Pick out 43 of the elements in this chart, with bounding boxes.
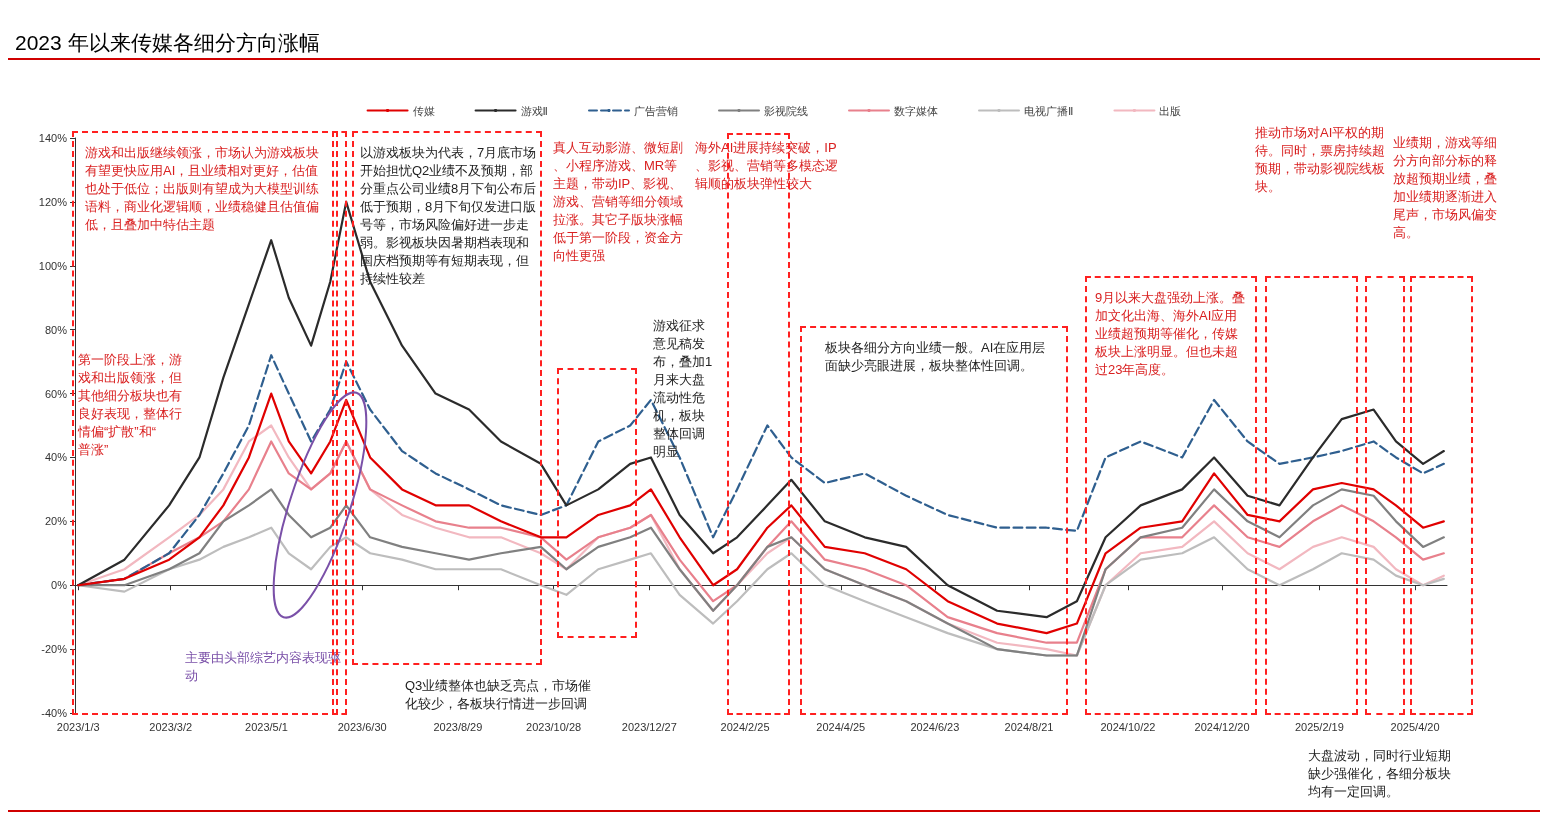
x-tick-label: 2024/2/25 xyxy=(720,720,770,733)
y-tick-label: -40% xyxy=(41,707,68,719)
x-tick-label: 2024/8/21 xyxy=(1004,720,1054,733)
y-tick-label: 20% xyxy=(44,515,68,528)
legend-label: 游戏Ⅱ xyxy=(520,104,549,117)
x-tick-label: 2023/5/1 xyxy=(245,720,288,733)
annotation: 业绩期，游戏等细分方向部分标的释放超预期业绩，叠加业绩期逐渐进入尾声，市场风偏变高。 xyxy=(1393,134,1497,240)
text: 大盘波动，同时行业短期缺少强催化，各细分板块均有一定回调。 xyxy=(1307,747,1451,799)
legend-label: 影视院线 xyxy=(764,104,808,117)
x-tick-label: 2023/1/3 xyxy=(56,720,100,733)
x-tick-label: 2024/10/22 xyxy=(1100,720,1156,733)
annotation: Q3业绩整体也缺乏亮点，市场催化较少，各板块行情进一步回调 xyxy=(405,677,592,711)
annotation: 第一阶段上涨，游戏和出版领涨，但其他细分板块也有良好表现，整体行情偏“扩散”和“普涨” xyxy=(77,351,182,457)
annotation: 游戏和出版继续领涨，市场认为游戏板块有望更快应用AI，且业绩相对更好，估值也处于低位；出版则有望成为大模型训练语料，商业化逻辑顺，业绩稳健且估值偏低，且叠加中特估主题 xyxy=(85,144,319,232)
x-tick-label: 2024/4/25 xyxy=(816,720,866,733)
y-tick-label: 40% xyxy=(44,451,68,464)
legend-label: 广告营销 xyxy=(634,104,678,117)
x-tick-label: 2023/12/27 xyxy=(621,720,677,733)
x-tick-label: 2023/3/2 xyxy=(149,720,193,733)
y-tick-label: 120% xyxy=(38,195,68,208)
y-tick-label: 100% xyxy=(38,259,68,272)
annotation: 板块各细分方向业绩一般。AI在应用层面缺少亮眼进展，板块整体性回调。 xyxy=(824,339,1046,373)
x-tick-label: 2025/2/19 xyxy=(1294,720,1344,733)
annotation: 推动市场对AI平权的期待。同时，票房持续超预期，带动影视院线板块。 xyxy=(1254,124,1385,194)
x-tick-label: 2024/6/23 xyxy=(910,720,960,733)
legend-label: 电视广播Ⅱ xyxy=(1024,104,1074,117)
x-tick-label: 2023/8/29 xyxy=(433,720,483,733)
y-tick-label: 0% xyxy=(51,579,68,592)
legend-label: 传媒 xyxy=(412,104,435,117)
x-tick-label: 2023/10/28 xyxy=(526,720,582,733)
y-tick-label: -20% xyxy=(41,643,68,656)
y-tick-label: 60% xyxy=(44,387,68,400)
chart-title: 2023 年以来传媒各细分方向涨幅 xyxy=(8,8,1540,60)
y-tick-label: 140% xyxy=(38,132,68,144)
x-tick-label: 2025/4/20 xyxy=(1390,720,1440,733)
annotation: 9月以来大盘强劲上涨。叠加文化出海、海外AI应用业绩超预期等催化，传媒板块上涨明显。但也未超过23年高度。 xyxy=(1094,289,1246,377)
legend-label: 出版 xyxy=(1159,104,1182,117)
x-tick-label: 2023/6/30 xyxy=(337,720,387,733)
legend-label: 数字媒体 xyxy=(894,104,938,117)
annotation: 游戏征求意见稿发布，叠加1月来大盘流动性危机，板块整体回调明显 xyxy=(652,317,713,459)
x-tick-label: 2024/12/20 xyxy=(1194,720,1250,733)
annotation: 真人互动影游、微短剧、小程序游戏、MR等主题，带动IP、影视、游戏、营销等细分领域拉涨。其它子版块涨幅低于第一阶段，资金方向性更强 xyxy=(553,139,683,263)
y-tick-label: 80% xyxy=(44,323,68,336)
